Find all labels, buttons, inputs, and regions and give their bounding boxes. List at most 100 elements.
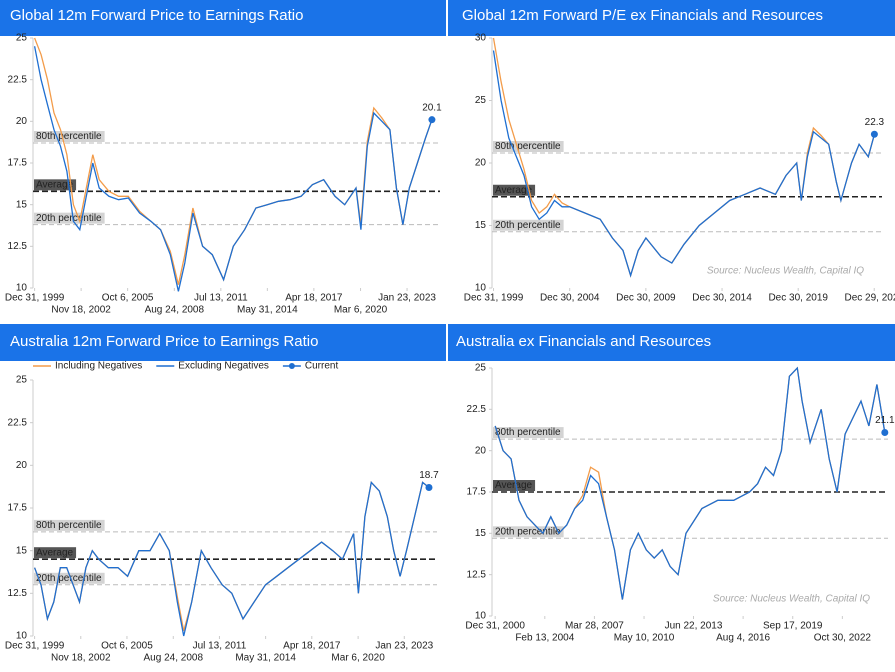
- current-label: 22.3: [865, 117, 885, 128]
- x-tick-label: Dec 31, 1999: [464, 293, 524, 304]
- y-tick-label: 22.5: [8, 74, 28, 85]
- reference-label: 80th percentile: [495, 427, 561, 438]
- y-tick-label: 20: [475, 158, 487, 169]
- reference-label-box: [34, 179, 77, 191]
- x-tick-label: May 10, 2010: [614, 633, 675, 644]
- series-line: [33, 46, 433, 292]
- y-tick-label: 12.5: [8, 588, 28, 599]
- y-tick-label: 12.5: [467, 569, 487, 580]
- current-label: 21.1: [875, 415, 895, 426]
- chart-title: Global 12m Forward P/E ex Financials and…: [462, 7, 823, 24]
- x-tick-label: Dec 31, 1999: [5, 293, 65, 304]
- chart-title: Australia ex Financials and Resources: [456, 333, 711, 350]
- legend-label: Including Negatives: [55, 361, 142, 372]
- x-tick-label: Nov 18, 2002: [51, 653, 111, 664]
- x-tick-label: Aug 24, 2008: [145, 305, 205, 316]
- x-tick-label: Oct 6, 2005: [102, 293, 154, 304]
- x-tick-label: Dec 31, 2000: [465, 621, 525, 632]
- current-label: 20.1: [422, 102, 442, 113]
- reference-label-box: [34, 212, 105, 224]
- y-tick-label: 10: [475, 611, 487, 622]
- x-tick-label: Mar 6, 2020: [334, 305, 388, 316]
- legend-dot: [288, 363, 295, 369]
- x-tick-label: Apr 18, 2017: [283, 641, 341, 652]
- y-tick-label: 25: [16, 375, 28, 386]
- x-tick-label: May 31, 2014: [237, 305, 298, 316]
- reference-label-box: [493, 526, 564, 538]
- current-label: 18.7: [419, 470, 439, 481]
- x-tick-label: Mar 6, 2020: [331, 653, 385, 664]
- legend-label: Excluding Negatives: [178, 361, 269, 372]
- x-tick-label: Dec 30, 2014: [692, 293, 752, 304]
- chart-title: Australia 12m Forward Price to Earnings …: [10, 333, 318, 350]
- reference-label-box: [493, 480, 536, 491]
- x-tick-label: Dec 30, 2004: [540, 293, 600, 304]
- reference-label: Average: [495, 185, 533, 196]
- reference-label: Average: [36, 547, 74, 558]
- reference-label: Average: [495, 480, 533, 491]
- reference-label-box: [493, 219, 564, 231]
- x-tick-label: Mar 28, 2007: [565, 621, 624, 632]
- reference-label: 20th percentile: [495, 220, 561, 231]
- x-tick-label: Dec 30, 2019: [768, 293, 828, 304]
- x-tick-label: Oct 6, 2005: [101, 641, 153, 652]
- series-line: [33, 481, 430, 637]
- source-note: Source: Nucleus Wealth, Capital IQ: [713, 594, 870, 605]
- source-note: Source: Nucleus Wealth, Capital IQ: [707, 266, 864, 277]
- y-tick-label: 22.5: [8, 417, 28, 428]
- y-tick-label: 17.5: [8, 158, 28, 169]
- reference-label-box: [493, 141, 564, 152]
- x-tick-label: Jul 13, 2011: [193, 641, 247, 652]
- y-tick-label: 10: [16, 631, 28, 642]
- y-tick-label: 25: [475, 363, 487, 374]
- x-tick-label: Jan 23, 2023: [375, 641, 433, 652]
- y-tick-label: 22.5: [467, 404, 487, 415]
- y-tick-label: 10: [16, 283, 28, 294]
- y-tick-label: 25: [475, 95, 487, 106]
- reference-label-box: [34, 572, 105, 584]
- x-tick-label: Aug 4, 2016: [716, 633, 770, 644]
- reference-label: 80th percentile: [36, 131, 102, 142]
- reference-label: Average: [36, 179, 74, 190]
- reference-label-box: [493, 427, 564, 439]
- x-tick-label: Apr 18, 2017: [285, 293, 343, 304]
- series-line: [492, 50, 876, 278]
- reference-label-box: [493, 184, 536, 196]
- x-tick-label: Dec 29, 2024: [844, 293, 895, 304]
- reference-label: 80th percentile: [495, 141, 561, 152]
- y-tick-label: 17.5: [8, 503, 28, 514]
- chart-title: Global 12m Forward Price to Earnings Rat…: [10, 7, 303, 24]
- x-tick-label: Jan 23, 2023: [378, 293, 436, 304]
- reference-label: 20th percentile: [36, 573, 102, 584]
- y-tick-label: 20: [16, 116, 28, 127]
- x-tick-label: Feb 13, 2004: [515, 633, 574, 644]
- y-tick-label: 20: [475, 445, 487, 456]
- series-line: [494, 366, 886, 600]
- current-point: [881, 428, 889, 436]
- reference-label-box: [34, 547, 77, 559]
- legend-label: Current: [305, 361, 339, 372]
- x-tick-label: Nov 18, 2002: [51, 305, 111, 316]
- x-tick-label: Dec 31, 1999: [5, 641, 65, 652]
- reference-label-box: [34, 131, 105, 142]
- reference-label-box: [34, 519, 105, 531]
- x-tick-label: Sep 17, 2019: [763, 621, 823, 632]
- y-tick-label: 12.5: [8, 241, 28, 252]
- x-tick-label: May 31, 2014: [235, 653, 296, 664]
- x-tick-label: Dec 30, 2009: [616, 293, 676, 304]
- y-tick-label: 15: [16, 199, 28, 210]
- current-point: [425, 484, 433, 492]
- y-tick-label: 15: [475, 528, 487, 539]
- x-tick-label: Jun 22, 2013: [665, 621, 723, 632]
- x-tick-label: Oct 30, 2022: [814, 633, 872, 644]
- y-tick-label: 15: [475, 220, 487, 231]
- x-tick-label: Jul 13, 2011: [194, 293, 248, 304]
- current-point: [428, 116, 436, 124]
- x-tick-label: Aug 24, 2008: [144, 653, 204, 664]
- y-tick-label: 17.5: [467, 487, 487, 498]
- current-point: [870, 130, 878, 138]
- y-tick-label: 15: [16, 545, 28, 556]
- reference-label: 20th percentile: [495, 526, 561, 537]
- y-tick-label: 25: [16, 33, 28, 44]
- reference-label: 80th percentile: [36, 520, 102, 531]
